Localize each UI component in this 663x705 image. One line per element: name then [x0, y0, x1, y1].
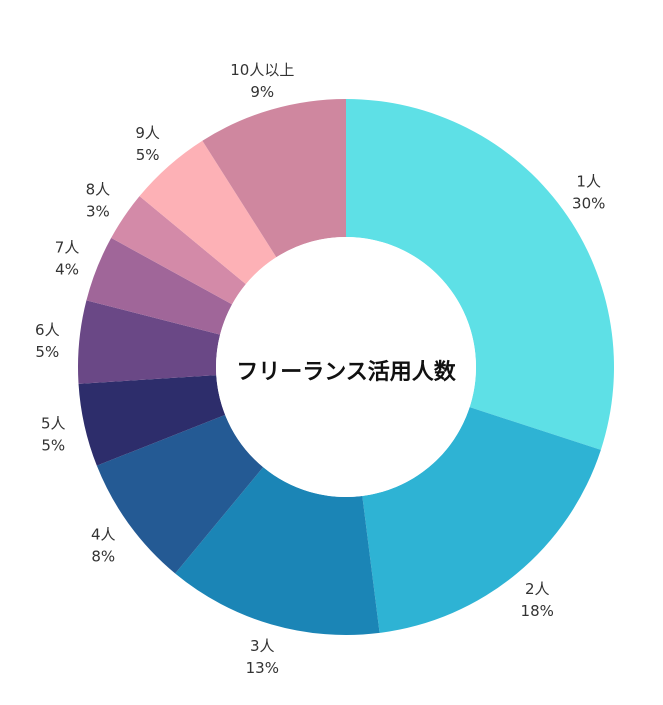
slice-category-label: 2人 — [525, 580, 550, 598]
chart-center-title: フリーランス活用人数 — [236, 359, 457, 385]
slice-category-label: 9人 — [135, 124, 160, 142]
slice-percent-label: 3% — [86, 202, 110, 220]
slice-7 — [86, 237, 233, 335]
slice-label-4: 4人 8% — [91, 525, 116, 565]
slice-percent-label: 8% — [91, 547, 115, 565]
slice-5 — [78, 375, 226, 466]
slice-percent-label: 13% — [246, 659, 279, 677]
slice-label-10: 10人以上 9% — [230, 61, 294, 101]
slice-category-label: 6人 — [35, 321, 60, 339]
slice-percent-label: 30% — [572, 195, 605, 213]
slice-percent-label: 4% — [55, 261, 79, 279]
slice-category-label: 10人以上 — [230, 61, 294, 79]
slice-label-2: 2人 18% — [521, 580, 554, 620]
slice-category-label: 1人 — [576, 173, 601, 191]
slice-9 — [139, 140, 277, 285]
slice-label-5: 5人 5% — [41, 414, 66, 454]
slice-percent-label: 9% — [250, 83, 274, 101]
slice-percent-label: 18% — [521, 602, 554, 620]
slice-label-1: 1人 30% — [572, 173, 605, 213]
donut-slices — [78, 99, 614, 635]
slice-labels: 1人 30%2人 18%3人 13%4人 8%5人 5%6人 5%7人 4%8人 3%9人 5%1… — [35, 61, 605, 677]
slice-percent-label: 5% — [41, 436, 65, 454]
slice-label-7: 7人 4% — [55, 239, 80, 279]
slice-category-label: 3人 — [250, 637, 275, 655]
slice-category-label: 4人 — [91, 525, 116, 543]
slice-category-label: 5人 — [41, 414, 66, 432]
slice-percent-label: 5% — [35, 343, 59, 361]
slice-4 — [96, 414, 264, 574]
slice-label-9: 9人 5% — [135, 124, 160, 164]
slice-10 — [202, 99, 346, 258]
slice-percent-label: 5% — [136, 146, 160, 164]
slice-label-8: 8人 3% — [86, 180, 111, 220]
slice-1 — [346, 99, 614, 450]
slice-category-label: 7人 — [55, 239, 80, 257]
slice-label-6: 6人 5% — [35, 321, 60, 361]
donut-hole — [216, 237, 476, 497]
slice-2 — [362, 407, 601, 633]
slice-label-3: 3人 13% — [246, 637, 279, 677]
slice-3 — [175, 467, 380, 635]
slice-6 — [78, 300, 221, 384]
slice-8 — [111, 196, 246, 305]
slice-category-label: 8人 — [86, 180, 111, 198]
